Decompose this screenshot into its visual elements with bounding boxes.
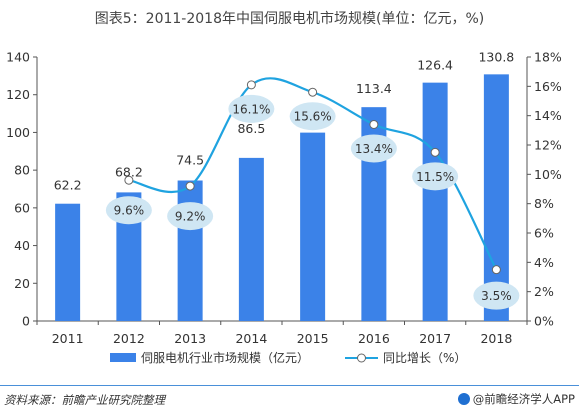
y-left-tick-label: 120 xyxy=(6,87,30,102)
footer-divider xyxy=(0,385,579,386)
x-tick-label: 2012 xyxy=(113,331,145,346)
x-tick-label: 2016 xyxy=(358,331,390,346)
chart: 0 20 40 60 80 100 120 140 0% 2% 4% 6% 8% 10% 12% 14% 16%… xyxy=(6,49,562,365)
y-right-tick-label: 14% xyxy=(534,108,562,123)
bar-value-label: 74.5 xyxy=(176,153,204,168)
growth-point xyxy=(369,119,379,129)
y-right-tick-label: 10% xyxy=(534,167,562,182)
growth-point xyxy=(124,175,134,185)
y-left-tick-label: 40 xyxy=(14,238,30,253)
bar xyxy=(300,132,326,321)
growth-label: 9.6% xyxy=(114,204,145,218)
chart-title: 图表5：2011-2018年中国伺服电机市场规模(单位：亿元，%) xyxy=(94,11,485,27)
y-right-tick-label: 6% xyxy=(534,226,554,241)
growth-label: 15.6% xyxy=(294,110,332,124)
y-left-tick-label: 0 xyxy=(22,314,30,329)
y-left-tick-label: 140 xyxy=(6,50,30,65)
growth-label: 16.1% xyxy=(232,102,270,116)
growth-bubble xyxy=(289,102,336,131)
growth-bubble xyxy=(228,94,275,123)
bar-value-label: 62.2 xyxy=(54,178,82,193)
growth-bubble xyxy=(350,134,397,163)
y-right-tick-label: 2% xyxy=(534,284,554,299)
y-left-tick-label: 60 xyxy=(14,200,30,215)
growth-point xyxy=(185,181,195,191)
growth-point xyxy=(491,265,501,275)
y-right-tick-label: 16% xyxy=(534,79,562,94)
brand-label: @前瞻经济学人APP xyxy=(457,391,575,407)
growth-label: 3.5% xyxy=(481,289,512,303)
y-right-tick-label: 18% xyxy=(534,50,562,65)
legend-line-label: 同比增长（%） xyxy=(383,351,466,365)
legend-bar-label: 伺服电机行业市场规模（亿元） xyxy=(141,350,309,365)
x-tick-label: 2018 xyxy=(480,331,512,346)
legend-bar-swatch xyxy=(110,353,136,362)
bar xyxy=(483,74,509,321)
x-tick-label: 2014 xyxy=(235,331,267,346)
bar-value-label: 68.2 xyxy=(115,164,143,179)
y-left-tick-label: 80 xyxy=(14,163,30,178)
bar-value-label: 126.4 xyxy=(417,58,453,73)
y-right-tick-label: 0% xyxy=(534,314,554,329)
growth-bubble xyxy=(105,196,152,225)
brand-logo-icon xyxy=(457,393,470,405)
x-tick-label: 2017 xyxy=(419,331,451,346)
brand-text: @前瞻经济学人APP xyxy=(472,392,575,406)
y-left-tick-label: 20 xyxy=(14,276,30,291)
growth-label: 11.5% xyxy=(416,170,454,184)
bar xyxy=(177,180,203,321)
legend-line-marker xyxy=(357,353,366,363)
growth-bubble xyxy=(473,281,520,310)
growth-point xyxy=(430,147,440,157)
y-left-tick-label: 100 xyxy=(6,125,30,140)
x-tick-label: 2011 xyxy=(52,331,84,346)
bar xyxy=(422,82,448,321)
bar-value-label: 130.8 xyxy=(478,49,514,64)
growth-point xyxy=(246,80,256,90)
y-right-tick-label: 12% xyxy=(534,138,562,153)
growth-bubble xyxy=(167,202,214,231)
bar-value-label: 113.4 xyxy=(356,81,392,96)
x-tick-label: 2013 xyxy=(174,331,206,346)
growth-label: 13.4% xyxy=(355,142,393,156)
growth-point xyxy=(308,87,318,97)
growth-bubble xyxy=(412,162,459,191)
bar xyxy=(55,203,81,321)
bar-value-label: 86.5 xyxy=(237,121,265,136)
y-right-tick-label: 8% xyxy=(534,196,554,211)
bar xyxy=(238,157,264,321)
source-note: 资料来源：前瞻产业研究院整理 xyxy=(4,393,165,407)
growth-label: 9.2% xyxy=(175,210,206,224)
x-tick-label: 2015 xyxy=(297,331,329,346)
y-right-tick-label: 4% xyxy=(534,255,554,270)
